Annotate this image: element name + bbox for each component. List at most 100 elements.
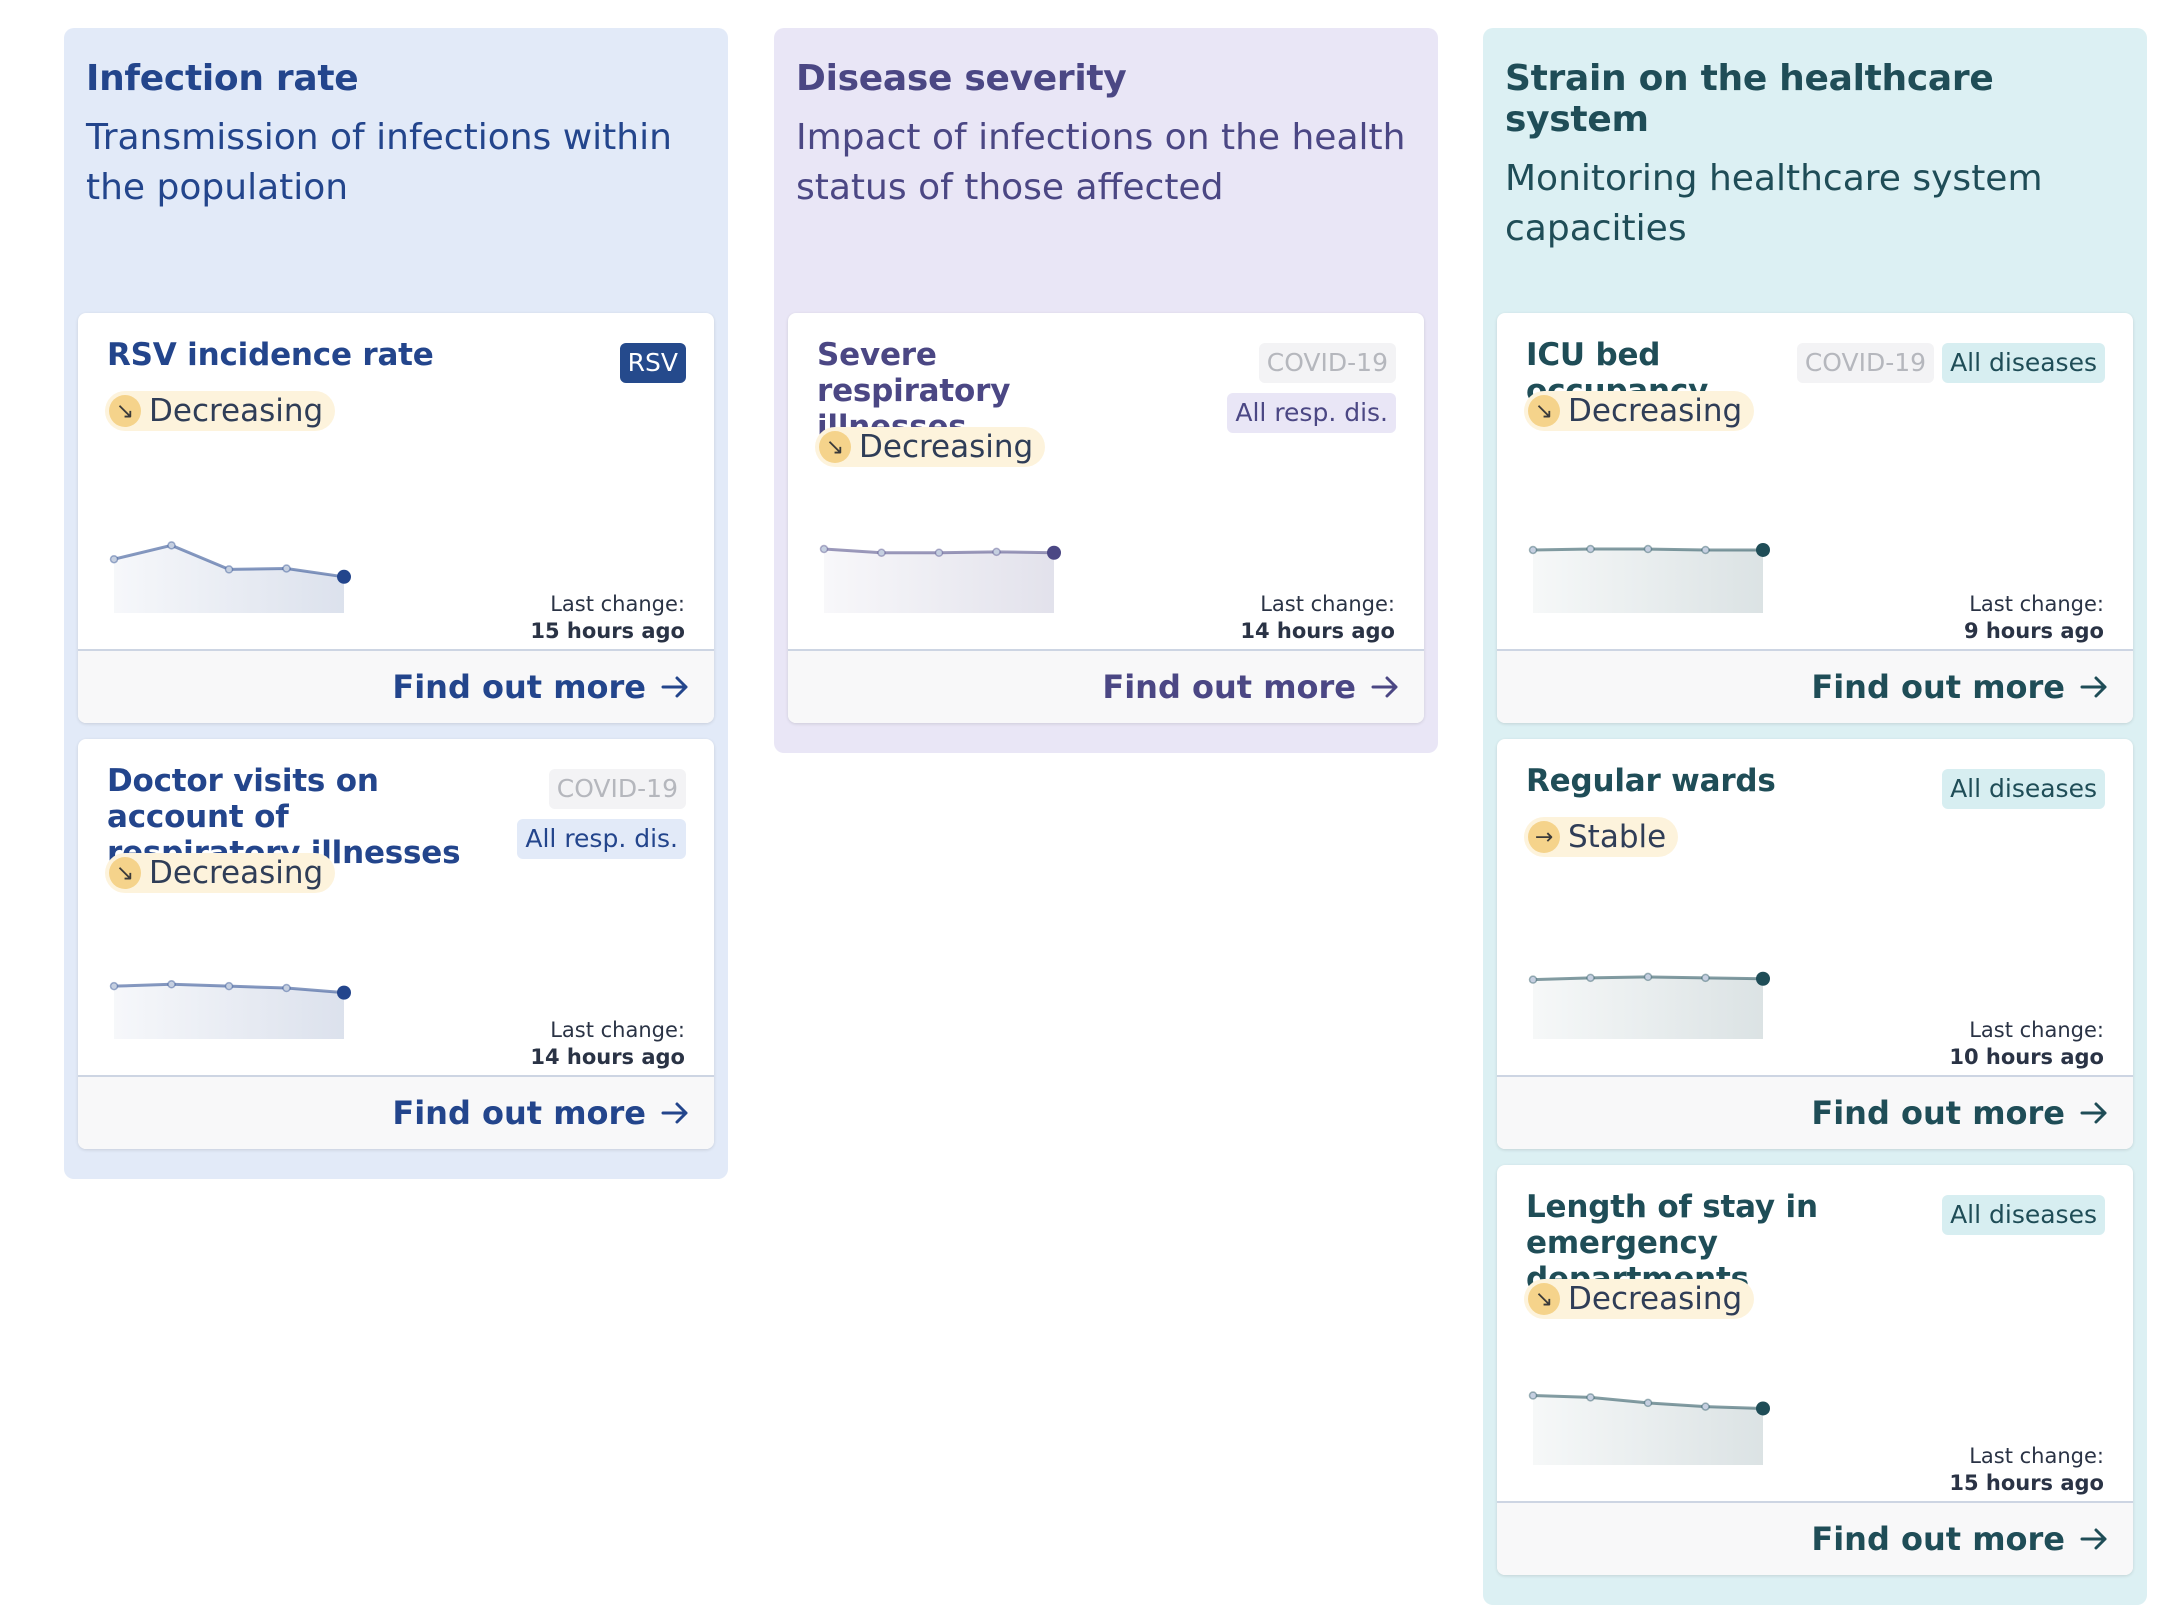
- sparkline-point: [167, 541, 176, 550]
- trend-label: Decreasing: [149, 855, 324, 891]
- find-out-more-label: Find out more: [1102, 668, 1356, 706]
- last-change: Last change: 14 hours ago: [530, 1017, 685, 1071]
- sparkline-last-point: [1047, 545, 1061, 560]
- trend-label: Decreasing: [1568, 393, 1743, 429]
- trend-badge: ↘ Decreasing: [1524, 1279, 1755, 1319]
- indicator-card-doctor-visits[interactable]: Doctor visits on account of respiratory …: [78, 739, 714, 1149]
- card-title: RSV incidence rate: [107, 337, 434, 373]
- arrow-right-icon: [2080, 1102, 2107, 1124]
- column-title: Infection rate: [86, 58, 359, 99]
- sparkline-point: [167, 980, 176, 989]
- sparkline-point: [1586, 1393, 1595, 1402]
- sparkline-point: [1701, 1402, 1710, 1411]
- trend-label: Decreasing: [149, 393, 324, 429]
- indicator-card-emergency-stay[interactable]: Length of stay in emergency departments …: [1497, 1165, 2133, 1575]
- card-footer: Find out more: [1497, 649, 2133, 723]
- column-subtitle: Transmission of infections within the po…: [86, 117, 672, 208]
- sparkline-point: [877, 548, 886, 557]
- column-subtitle: Impact of infections on the health statu…: [796, 117, 1406, 208]
- last-change-label: Last change:: [1969, 592, 2104, 616]
- sparkline-chart: [1528, 1391, 1770, 1465]
- column-title: Disease severity: [796, 58, 1127, 99]
- sparkline-area: [1533, 549, 1763, 613]
- last-change: Last change: 10 hours ago: [1949, 1017, 2104, 1071]
- healthcare-strain-column: Strain on the healthcare system Monitori…: [1483, 28, 2147, 1605]
- arrow-right-icon: [661, 676, 688, 698]
- last-change: Last change: 14 hours ago: [1240, 591, 1395, 645]
- arrow-right-icon: →: [1528, 821, 1560, 853]
- disease-badge-covid[interactable]: COVID-19: [548, 769, 686, 809]
- sparkline-last-point: [337, 985, 351, 1000]
- sparkline-point: [1643, 972, 1653, 982]
- sparkline-point: [934, 548, 944, 557]
- sparkline-chart: [1528, 542, 1770, 613]
- sparkline-area: [114, 545, 344, 613]
- sparkline-point: [224, 981, 234, 991]
- trend-label: Stable: [1568, 819, 1667, 855]
- sparkline-point: [1528, 545, 1538, 555]
- disease-badge-all-diseases[interactable]: All diseases: [1942, 1195, 2105, 1235]
- badge-group: RSV: [619, 343, 686, 383]
- card-title: Regular wards: [1526, 763, 1776, 799]
- find-out-more-label: Find out more: [392, 1094, 646, 1132]
- arrow-right-icon: [1371, 676, 1398, 698]
- sparkline-chart: [819, 544, 1061, 613]
- indicator-card-icu-beds[interactable]: ICU bed occupancy COVID-19 All diseases …: [1497, 313, 2133, 723]
- disease-badge-all-resp[interactable]: All resp. dis.: [517, 819, 686, 859]
- disease-badge-all-diseases[interactable]: All diseases: [1942, 769, 2105, 809]
- sparkline-point: [1701, 973, 1710, 983]
- disease-badge-all-resp[interactable]: All resp. dis.: [1227, 393, 1396, 433]
- card-footer: Find out more: [78, 649, 714, 723]
- last-change: Last change: 9 hours ago: [1964, 591, 2104, 645]
- badge-group: COVID-19 All resp. dis.: [517, 769, 686, 859]
- find-out-more-link[interactable]: Find out more: [1102, 668, 1400, 706]
- last-change-label: Last change:: [1969, 1018, 2104, 1042]
- sparkline-point: [224, 565, 234, 574]
- sparkline-area: [1533, 976, 1763, 1039]
- card-footer: Find out more: [1497, 1075, 2133, 1149]
- indicator-card-rsv-incidence[interactable]: RSV incidence rate RSV ↘ Decreasing Last…: [78, 313, 714, 723]
- indicator-card-severe-respiratory[interactable]: Severe respiratory illnesses COVID-19 Al…: [788, 313, 1424, 723]
- arrow-down-right-icon: ↘: [109, 395, 141, 427]
- last-change: Last change: 15 hours ago: [530, 591, 685, 645]
- disease-badge-rsv: RSV: [619, 343, 686, 383]
- column-header: Disease severity Impact of infections on…: [788, 28, 1424, 313]
- sparkline-point: [1528, 1391, 1538, 1400]
- find-out-more-label: Find out more: [1811, 668, 2065, 706]
- find-out-more-label: Find out more: [1811, 1094, 2065, 1132]
- badge-group: COVID-19 All resp. dis.: [1227, 343, 1396, 433]
- disease-badge-covid[interactable]: COVID-19: [1796, 343, 1935, 383]
- sparkline-point: [1586, 973, 1595, 983]
- card-footer: Find out more: [1497, 1501, 2133, 1575]
- disease-badge-covid[interactable]: COVID-19: [1258, 343, 1396, 383]
- indicator-card-regular-wards[interactable]: Regular wards All diseases → Stable Last…: [1497, 739, 2133, 1149]
- sparkline-last-point: [1756, 1401, 1770, 1416]
- trend-badge: → Stable: [1524, 817, 1679, 857]
- badge-group: COVID-19 All diseases: [1796, 343, 2105, 383]
- find-out-more-link[interactable]: Find out more: [1811, 668, 2109, 706]
- last-change-time: 14 hours ago: [1240, 619, 1395, 643]
- last-change-time: 15 hours ago: [1949, 1471, 2104, 1495]
- sparkline-chart: [109, 980, 351, 1039]
- disease-severity-column: Disease severity Impact of infections on…: [774, 28, 1438, 753]
- find-out-more-link[interactable]: Find out more: [392, 1094, 690, 1132]
- disease-badge-all-diseases[interactable]: All diseases: [1942, 343, 2105, 383]
- find-out-more-link[interactable]: Find out more: [1811, 1094, 2109, 1132]
- badge-group: All diseases: [1942, 769, 2105, 809]
- last-change-time: 14 hours ago: [530, 1045, 685, 1069]
- arrow-down-right-icon: ↘: [819, 431, 851, 463]
- find-out-more-link[interactable]: Find out more: [392, 668, 690, 706]
- sparkline-area: [824, 549, 1054, 613]
- arrow-down-right-icon: ↘: [1528, 395, 1560, 427]
- sparkline-chart: [1528, 971, 1770, 1039]
- arrow-right-icon: [2080, 1528, 2107, 1550]
- find-out-more-label: Find out more: [392, 668, 646, 706]
- last-change-label: Last change:: [550, 592, 685, 616]
- infection-rate-column: Infection rate Transmission of infection…: [64, 28, 728, 1179]
- find-out-more-link[interactable]: Find out more: [1811, 1520, 2109, 1558]
- card-footer: Find out more: [788, 649, 1424, 723]
- trend-label: Decreasing: [859, 429, 1034, 465]
- sparkline-last-point: [1756, 971, 1770, 986]
- trend-label: Decreasing: [1568, 1281, 1743, 1317]
- trend-badge: ↘ Decreasing: [815, 427, 1046, 467]
